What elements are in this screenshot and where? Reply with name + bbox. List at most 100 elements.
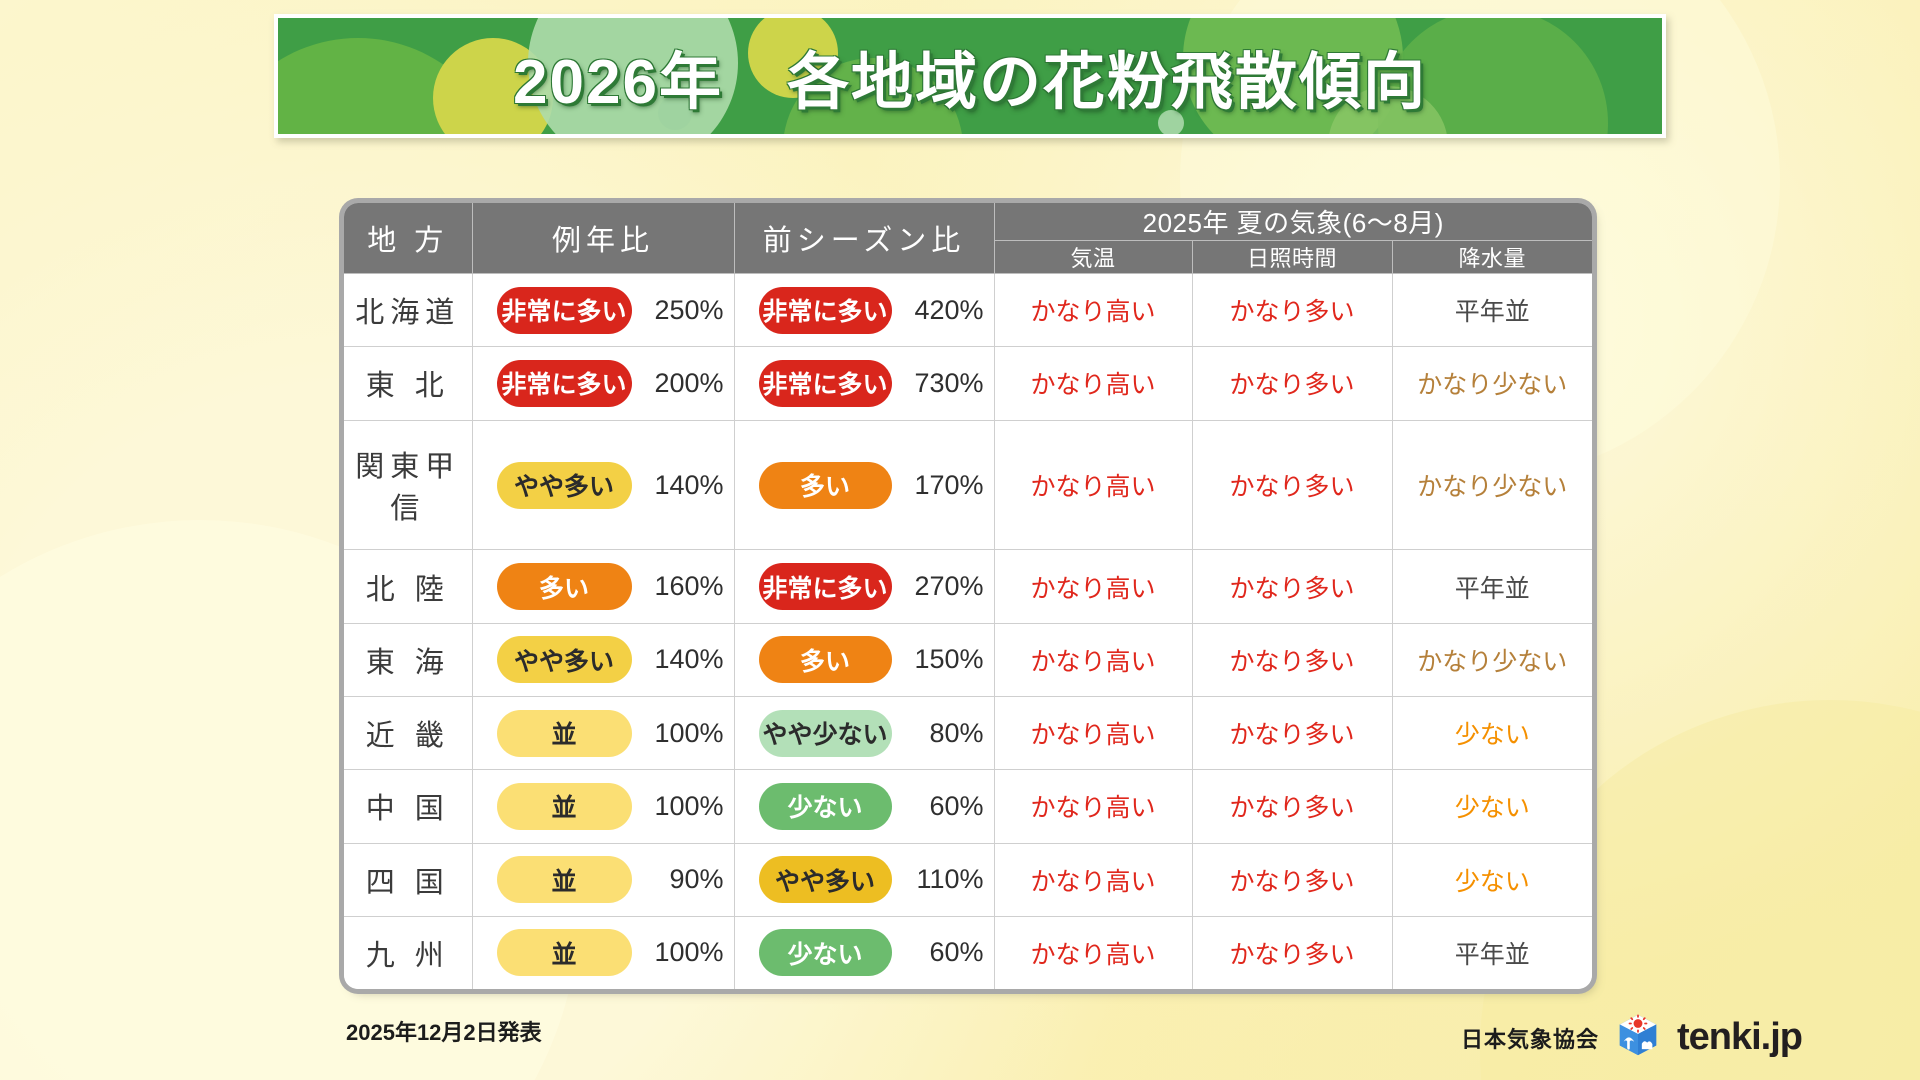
- badge-vs-prev-season: 非常に多い: [758, 359, 892, 407]
- cell-vs-prev-season: 少ない 60%: [734, 916, 995, 989]
- value-vs-prev-season: 730%: [914, 367, 984, 398]
- cell-rainfall: 平年並: [1392, 916, 1592, 989]
- badge-vs-normal: 非常に多い: [496, 286, 632, 334]
- banner-circle-4: [658, 96, 692, 130]
- cell-vs-prev-season: 非常に多い 730%: [734, 346, 995, 421]
- value-vs-prev-season: 170%: [914, 469, 984, 500]
- value-vs-normal: 160%: [654, 571, 724, 602]
- value-vs-normal: 100%: [654, 937, 724, 968]
- cell-sunshine: かなり多い: [1192, 623, 1393, 698]
- table-body: 北海道 非常に多い 250% 非常に多い 420% かなり高い かなり多い 平年並東 北非常に…: [344, 273, 1592, 989]
- col-header-weather-group: 2025年 夏の気象(6〜8月): [994, 203, 1592, 241]
- table-head: 地 方 例年比 前シーズン比 2025年 夏の気象(6〜8月) 気温 日照時間 …: [344, 203, 1592, 274]
- cell-region: 北 陸: [344, 549, 473, 624]
- col-header-vs-normal: 例年比: [472, 203, 735, 274]
- publish-date: 2025年12月2日発表: [346, 1020, 542, 1045]
- jwa-label: 日本気象協会: [1460, 1026, 1599, 1052]
- cell-vs-normal: 非常に多い 200%: [472, 346, 735, 421]
- table-row: 近 畿並 100% やや少ない 80% かなり高い かなり多い 少ない: [344, 696, 1592, 771]
- value-vs-prev-season: 60%: [929, 937, 984, 968]
- value-vs-prev-season: 60%: [929, 790, 984, 821]
- page-title: 2026年 各地域の花粉飛散傾向: [513, 48, 1427, 117]
- badge-vs-prev-season: 非常に多い: [758, 563, 892, 611]
- cell-temperature: かなり高い: [994, 769, 1193, 844]
- cell-rainfall: かなり少ない: [1392, 346, 1592, 421]
- brand-logo: 日本気象協会 tenki.jp: [1460, 1012, 1803, 1063]
- cell-region: 中 国: [344, 769, 473, 844]
- cell-vs-prev-season: 非常に多い 270%: [734, 549, 995, 624]
- banner-circle-3: [528, 18, 738, 134]
- cell-temperature: かなり高い: [994, 420, 1193, 551]
- cell-vs-normal: 並 100%: [472, 769, 735, 844]
- cell-region: 東 北: [344, 346, 473, 421]
- cell-vs-normal: やや多い 140%: [472, 420, 735, 551]
- table-row: 四 国並 90% やや多い 110% かなり高い かなり多い 少ない: [344, 843, 1592, 917]
- table-header-row-2: 気温 日照時間 降水量: [344, 240, 1592, 274]
- badge-vs-normal: 並: [496, 856, 632, 904]
- col-header-vs-prev-season: 前シーズン比: [734, 203, 995, 274]
- tenki-cube-icon: [1615, 1012, 1661, 1063]
- cell-region: 東 海: [344, 623, 473, 698]
- col-header-sunshine: 日照時間: [1192, 240, 1393, 274]
- cell-temperature: かなり高い: [994, 696, 1193, 771]
- badge-vs-prev-season: 非常に多い: [758, 286, 892, 334]
- cell-region: 関東甲信: [344, 420, 473, 551]
- tenki-wordmark: tenki.jp: [1676, 1016, 1803, 1058]
- cell-sunshine: かなり多い: [1192, 916, 1393, 989]
- value-vs-prev-season: 270%: [914, 571, 984, 602]
- cell-sunshine: かなり多い: [1192, 273, 1393, 348]
- badge-vs-normal: やや多い: [496, 461, 632, 509]
- cell-vs-prev-season: やや多い 110%: [734, 843, 995, 917]
- cell-rainfall: 平年並: [1392, 549, 1592, 624]
- cell-sunshine: かなり多い: [1192, 696, 1393, 771]
- pollen-forecast-table: 地 方 例年比 前シーズン比 2025年 夏の気象(6〜8月) 気温 日照時間 …: [344, 203, 1592, 989]
- badge-vs-normal: 多い: [496, 563, 632, 611]
- cell-temperature: かなり高い: [994, 273, 1193, 348]
- cell-vs-prev-season: 多い 150%: [734, 623, 995, 698]
- value-vs-normal: 200%: [654, 367, 724, 398]
- cell-vs-normal: 非常に多い 250%: [472, 273, 735, 348]
- badge-vs-prev-season: 少ない: [758, 782, 892, 830]
- badge-vs-normal: やや多い: [496, 636, 632, 684]
- badge-vs-prev-season: 多い: [758, 461, 892, 509]
- badge-vs-normal: 並: [496, 929, 632, 977]
- badge-vs-normal: 非常に多い: [496, 359, 632, 407]
- badge-vs-normal: 並: [496, 782, 632, 830]
- badge-vs-prev-season: 多い: [758, 636, 892, 684]
- cell-sunshine: かなり多い: [1192, 549, 1393, 624]
- cell-region: 四 国: [344, 843, 473, 917]
- value-vs-normal: 100%: [654, 717, 724, 748]
- title-banner: 2026年 各地域の花粉飛散傾向: [274, 14, 1666, 138]
- cell-vs-prev-season: 多い 170%: [734, 420, 995, 551]
- col-header-region: 地 方: [344, 203, 473, 274]
- col-header-temperature: 気温: [994, 240, 1193, 274]
- cell-vs-normal: 多い 160%: [472, 549, 735, 624]
- col-header-rainfall: 降水量: [1392, 240, 1592, 274]
- cell-region: 九 州: [344, 916, 473, 989]
- value-vs-prev-season: 150%: [914, 644, 984, 675]
- cell-rainfall: 少ない: [1392, 769, 1592, 844]
- cell-vs-normal: 並 100%: [472, 916, 735, 989]
- cell-rainfall: 少ない: [1392, 696, 1592, 771]
- cell-temperature: かなり高い: [994, 916, 1193, 989]
- table-row: 東 北非常に多い 200% 非常に多い 730% かなり高い かなり多い かなり少ない: [344, 346, 1592, 421]
- table-header-row-1: 地 方 例年比 前シーズン比 2025年 夏の気象(6〜8月): [344, 203, 1592, 274]
- cell-vs-prev-season: 少ない 60%: [734, 769, 995, 844]
- cell-vs-normal: やや多い 140%: [472, 623, 735, 698]
- table-row: 東 海やや多い 140% 多い 150% かなり高い かなり多い かなり少ない: [344, 623, 1592, 698]
- value-vs-normal: 140%: [654, 469, 724, 500]
- table-row: 北海道 非常に多い 250% 非常に多い 420% かなり高い かなり多い 平年並: [344, 273, 1592, 348]
- table-row: 九 州並 100% 少ない 60% かなり高い かなり多い 平年並: [344, 916, 1592, 989]
- cell-rainfall: 少ない: [1392, 843, 1592, 917]
- badge-vs-normal: 並: [496, 709, 632, 757]
- cell-rainfall: かなり少ない: [1392, 420, 1592, 551]
- value-vs-normal: 140%: [654, 644, 724, 675]
- cell-vs-normal: 並 90%: [472, 843, 735, 917]
- cell-region: 近 畿: [344, 696, 473, 771]
- banner-circle-10: [1158, 110, 1184, 134]
- cell-rainfall: かなり少ない: [1392, 623, 1592, 698]
- table-row: 中 国並 100% 少ない 60% かなり高い かなり多い 少ない: [344, 769, 1592, 844]
- cell-temperature: かなり高い: [994, 623, 1193, 698]
- cell-sunshine: かなり多い: [1192, 769, 1393, 844]
- value-vs-prev-season: 80%: [929, 717, 984, 748]
